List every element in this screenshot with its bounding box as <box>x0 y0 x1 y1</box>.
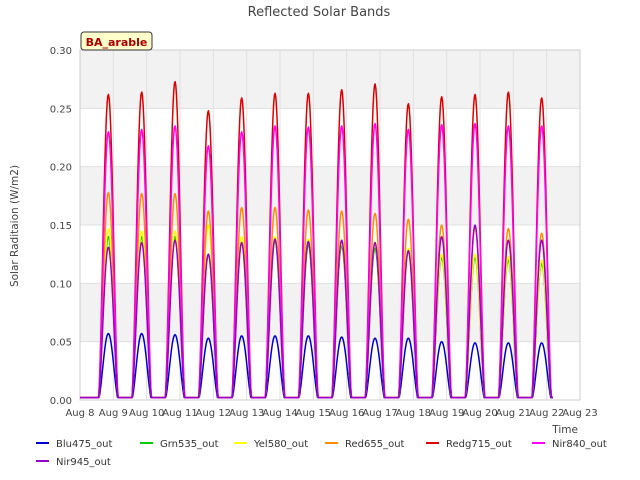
series-layer <box>79 80 553 399</box>
x-tick-label: Aug 9 <box>99 408 128 419</box>
legend-label: Nir945_out <box>56 457 111 468</box>
legend-item: Nir840_out <box>532 439 607 450</box>
x-tick-label: Aug 23 <box>562 408 597 419</box>
background-band <box>80 283 580 342</box>
x-tick-label: Aug 10 <box>129 408 164 419</box>
legend: Blu475_out Grn535_out Yel580_out Red655_out… <box>36 439 607 468</box>
y-axis-ticks: 0.00 0.05 0.10 0.15 0.20 0.25 0.30 <box>50 46 72 407</box>
x-tick-label: Aug 18 <box>396 408 431 419</box>
x-tick-label: Aug 15 <box>296 408 331 419</box>
x-tick-label: Aug 8 <box>65 408 94 419</box>
x-tick-label: Aug 19 <box>429 408 464 419</box>
x-tick-label: Aug 16 <box>329 408 364 419</box>
legend-item: Yel580_out <box>234 439 308 450</box>
x-tick-label: Aug 17 <box>362 408 397 419</box>
y-tick-label: 0.10 <box>50 279 72 290</box>
y-tick-label: 0.30 <box>50 46 72 57</box>
x-tick-label: Aug 12 <box>196 408 231 419</box>
legend-item: Nir945_out <box>36 457 111 468</box>
x-tick-label: Aug 21 <box>496 408 531 419</box>
site-label-background <box>80 31 153 51</box>
y-tick-label: 0.05 <box>50 338 72 349</box>
legend-label: Red655_out <box>345 439 405 450</box>
y-tick-label: 0.00 <box>50 396 72 407</box>
y-tick-label: 0.15 <box>50 221 72 232</box>
legend-item: Red655_out <box>325 439 405 450</box>
chart-title: Reflected Solar Bands <box>248 5 391 20</box>
legend-label: Yel580_out <box>253 439 308 450</box>
site-label-text: BA_arable <box>86 36 148 49</box>
x-tick-label: Aug 13 <box>229 408 264 419</box>
y-axis-label: Solar Raditaion (W/m2) <box>9 165 21 287</box>
legend-label: Redg715_out <box>446 439 512 450</box>
legend-item: Redg715_out <box>426 439 512 450</box>
legend-label: Nir840_out <box>552 439 607 450</box>
series-line-nir945_out <box>79 224 553 399</box>
plot-background-bands <box>80 50 580 342</box>
x-axis-label: Time <box>551 424 578 436</box>
legend-label: Grn535_out <box>160 439 219 450</box>
y-tick-label: 0.25 <box>50 104 72 115</box>
site-label-box: BA_arable <box>80 31 153 51</box>
x-tick-label: Aug 14 <box>262 408 297 419</box>
plot-area-frame <box>79 49 581 401</box>
legend-item: Blu475_out <box>36 439 113 450</box>
background-band <box>80 166 580 225</box>
x-tick-label: Aug 20 <box>462 408 497 419</box>
x-tick-label: Aug 22 <box>529 408 564 419</box>
x-tick-label: Aug 11 <box>162 408 197 419</box>
y-tick-label: 0.20 <box>50 163 72 174</box>
legend-item: Grn535_out <box>140 439 219 450</box>
legend-label: Blu475_out <box>56 439 113 450</box>
background-band <box>80 50 580 109</box>
